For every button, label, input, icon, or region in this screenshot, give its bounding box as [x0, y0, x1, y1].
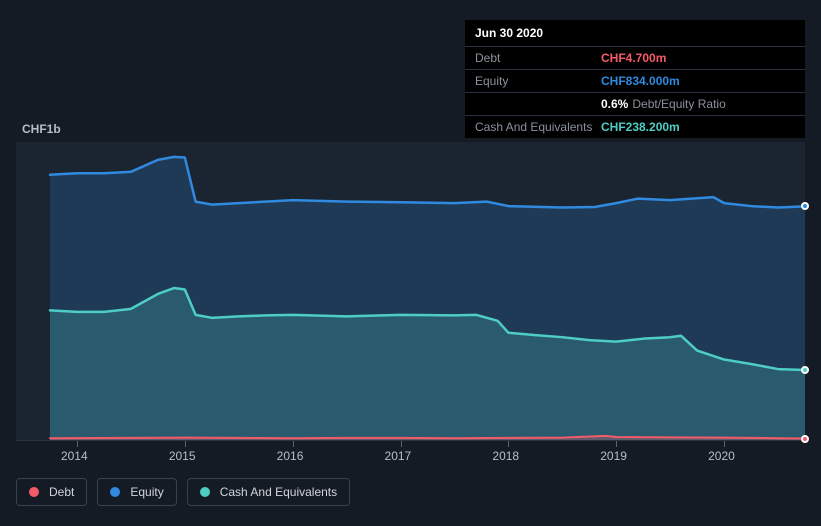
legend-label: Debt	[49, 485, 74, 499]
tooltip-row-equity: Equity CHF834.000m	[465, 70, 805, 93]
x-tick-label: 2014	[61, 449, 88, 463]
x-axis: 2014 2015 2016 2017 2018 2019 2020	[16, 440, 805, 470]
x-tick-label: 2017	[385, 449, 412, 463]
tooltip-label	[475, 97, 601, 111]
tooltip-label: Debt	[475, 51, 601, 65]
x-tick-label: 2015	[169, 449, 196, 463]
x-tick-label: 2020	[708, 449, 735, 463]
x-tick-label: 2019	[600, 449, 627, 463]
x-tick-label: 2016	[277, 449, 304, 463]
series-marker	[801, 366, 809, 374]
legend-item-equity[interactable]: Equity	[97, 478, 176, 506]
tooltip-value-cash: CHF238.200m	[601, 120, 680, 134]
legend-label: Equity	[130, 485, 163, 499]
legend-item-debt[interactable]: Debt	[16, 478, 87, 506]
swatch-cash	[200, 487, 210, 497]
legend-item-cash[interactable]: Cash And Equivalents	[187, 478, 350, 506]
series-marker	[801, 435, 809, 443]
swatch-equity	[110, 487, 120, 497]
chart-tooltip: Jun 30 2020 Debt CHF4.700m Equity CHF834…	[465, 20, 805, 138]
tooltip-value-ratio: 0.6%Debt/Equity Ratio	[601, 97, 726, 111]
y-axis-max-label: CHF1b	[22, 122, 61, 136]
tooltip-row-cash: Cash And Equivalents CHF238.200m	[465, 116, 805, 138]
tooltip-value-equity: CHF834.000m	[601, 74, 680, 88]
plot-area[interactable]	[16, 142, 805, 440]
series-marker	[801, 202, 809, 210]
tooltip-row-debt: Debt CHF4.700m	[465, 47, 805, 70]
tooltip-label: Cash And Equivalents	[475, 120, 601, 134]
tooltip-value-debt: CHF4.700m	[601, 51, 666, 65]
tooltip-label: Equity	[475, 74, 601, 88]
debt-equity-history-chart: Jun 30 2020 Debt CHF4.700m Equity CHF834…	[0, 0, 821, 526]
x-tick-label: 2018	[492, 449, 519, 463]
chart-svg	[16, 142, 805, 440]
swatch-debt	[29, 487, 39, 497]
tooltip-date: Jun 30 2020	[465, 20, 805, 47]
legend-label: Cash And Equivalents	[220, 485, 337, 499]
tooltip-row-ratio: 0.6%Debt/Equity Ratio	[465, 93, 805, 116]
legend: Debt Equity Cash And Equivalents	[16, 478, 350, 506]
